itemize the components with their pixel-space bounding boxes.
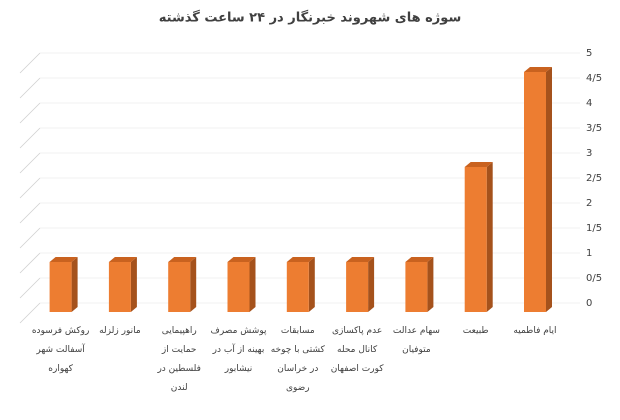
bar (405, 262, 428, 312)
bar-top (346, 257, 375, 262)
bar-side (308, 257, 315, 312)
bar-side (486, 162, 493, 312)
grid-diagonal (19, 77, 41, 99)
bar (286, 262, 309, 312)
x-tick-label: مسابقات کشتی با چوخه در خراسان رضوی (270, 326, 325, 393)
bar (227, 262, 250, 312)
bar (464, 167, 487, 312)
grid-diagonal (19, 227, 41, 249)
y-tick-label: 2/5 (586, 173, 602, 184)
y-tick-label: 4/5 (586, 73, 602, 84)
x-tick-label: عدم پاکسازی کانال محله کورت اصفهان (330, 326, 384, 374)
grid-diagonal (19, 102, 41, 124)
grid-diagonal (19, 152, 41, 174)
bar (524, 72, 546, 312)
grid-diagonal (19, 277, 41, 299)
y-tick-label: 1/5 (586, 223, 602, 234)
y-tick-label: 0 (586, 298, 592, 309)
bar-top (464, 162, 493, 167)
bar (168, 262, 191, 312)
grid-diagonal (19, 252, 41, 274)
bar-top (227, 257, 256, 262)
bar-top (108, 257, 137, 262)
grid-diagonal (19, 202, 41, 224)
bar-side (249, 257, 256, 312)
y-tick-label: 2 (586, 198, 592, 209)
bar (346, 262, 369, 312)
bar-top (286, 257, 315, 262)
chart-title: سوژه های شهروند خبرنگار در ۲۴ ساعت گذشته (159, 10, 461, 26)
bar-side (130, 257, 137, 312)
x-tick-label: طبیعت (462, 326, 489, 336)
grid-diagonal (19, 52, 41, 74)
x-tick-label: مانور زلزله (99, 326, 141, 336)
bar-top (524, 67, 552, 72)
bar-side (546, 67, 552, 312)
grid-diagonal (19, 177, 41, 199)
bar (108, 262, 131, 312)
x-tick-label: پوشش مصرف بهینه از آب در نیشابور (210, 326, 267, 374)
y-tick-label: 1 (586, 248, 592, 259)
bar-side (427, 257, 434, 312)
bar-top (168, 257, 197, 262)
bar (49, 262, 72, 312)
bar-side (190, 257, 197, 312)
x-tick-label: سهام عدالت متوفیان (392, 326, 440, 355)
bar-side (71, 257, 78, 312)
x-tick-label: ایام فاطمیه (513, 326, 557, 336)
bar-top (49, 257, 78, 262)
y-tick-label: 3 (586, 148, 592, 159)
y-tick-label: 3/5 (586, 123, 602, 134)
grid-diagonal (19, 302, 41, 324)
y-tick-label: 5 (586, 48, 592, 59)
bar-side (368, 257, 375, 312)
y-tick-label: 0/5 (586, 273, 602, 284)
bar-top (405, 257, 434, 262)
x-tick-label: راهپیمایی حمایت از فلسطین در لندن (157, 326, 201, 393)
y-tick-label: 4 (586, 98, 592, 109)
x-tick-label: روکش فرسوده آسفالت شهر کهواره (31, 326, 90, 374)
grid-diagonal (19, 127, 41, 149)
